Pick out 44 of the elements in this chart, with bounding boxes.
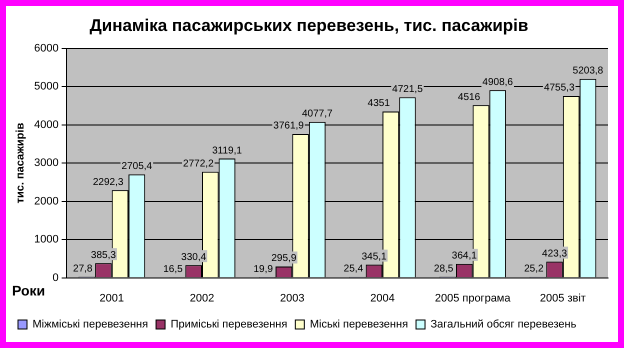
data-label: 4516 [458, 92, 481, 103]
data-label: 27,8 [73, 263, 93, 274]
data-label: 4908,6 [482, 76, 514, 88]
data-label: 4721,5 [392, 84, 424, 96]
data-label: 423,3 [542, 248, 568, 260]
y-tick-label: 3000 [34, 157, 59, 170]
chart-title: Динаміка пасажирських перевезень, тис. пасажирів [90, 16, 528, 35]
data-label: 364,1 [452, 250, 478, 262]
data-label: 295,9 [271, 253, 297, 264]
x-tick-label: 2005 програма [434, 292, 512, 304]
y-tick-label: 4000 [34, 118, 59, 131]
legend-label: Приміські перевезення [170, 318, 288, 331]
data-label: 25,4 [344, 264, 364, 275]
data-label: 2292,3 [92, 176, 124, 188]
data-label: 385,3 [90, 250, 116, 261]
data-label: 3119,1 [212, 145, 242, 156]
y-tick-label: 6000 [34, 42, 59, 54]
legend-label: Міжміські перевезення [32, 318, 148, 331]
data-label: 4755,3 [544, 82, 575, 94]
data-label: 4077,7 [302, 108, 333, 120]
y-tick-label: 2000 [34, 195, 59, 208]
data-label: 25,2 [524, 264, 544, 275]
x-axis-title: Роки [12, 282, 46, 299]
data-label: 3761,9 [273, 120, 304, 132]
data-label: 330,4 [181, 252, 207, 263]
x-tick-label: 2005 звіт [540, 292, 586, 304]
data-label: 28,5 [434, 263, 454, 274]
y-axis-title: тис. пасажирів [14, 122, 27, 204]
data-label: 16,5 [163, 264, 184, 275]
data-label: 2772,2 [183, 158, 214, 170]
legend-label: Загальний обсяг перевезень [430, 318, 577, 331]
x-tick-label: 2001 [100, 292, 124, 304]
y-tick-label: 5000 [34, 80, 59, 93]
data-label: 4351 [368, 98, 390, 110]
x-tick-label: 2004 [370, 292, 395, 304]
y-tick-label: 0 [52, 272, 59, 284]
legend-label: Міські перевезення [310, 318, 408, 331]
data-label: 2705,4 [122, 161, 153, 172]
y-tick-label: 1000 [34, 234, 59, 246]
x-tick-label: 2002 [190, 292, 214, 304]
data-label: 5203,8 [572, 66, 604, 77]
data-label: 19,9 [253, 264, 274, 275]
data-label: 345,1 [362, 251, 388, 262]
x-tick-label: 2003 [280, 292, 304, 304]
